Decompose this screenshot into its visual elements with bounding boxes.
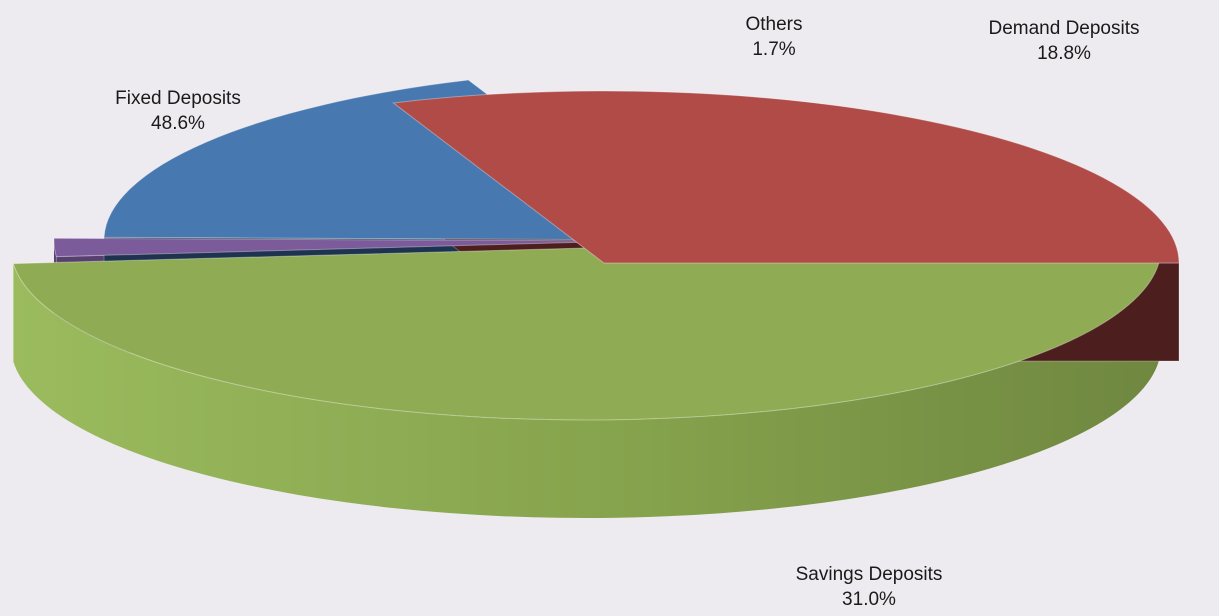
slice-name: Others [745,14,803,35]
slice-label-savings-deposits: Savings Deposits 31.0% [796,562,943,612]
slice-percent: 48.6% [151,113,205,134]
slice-name: Fixed Deposits [115,88,241,109]
pie-slice-others [53,237,630,258]
slice-name: Demand Deposits [988,18,1140,39]
slice-percent: 31.0% [842,589,896,610]
slice-percent: 18.8% [1037,43,1091,64]
slice-label-others: Others 1.7% [745,12,802,62]
slice-name: Savings Deposits [795,564,943,585]
pie-side-fixed-deposits [13,248,1162,519]
slice-percent: 1.7% [752,39,796,60]
pie-slice-fixed-deposits [12,247,1162,421]
slice-label-demand-deposits: Demand Deposits 18.8% [988,16,1139,66]
slice-label-fixed-deposits: Fixed Deposits 48.6% [115,86,241,136]
pie-slice-savings-deposits [392,90,1180,264]
